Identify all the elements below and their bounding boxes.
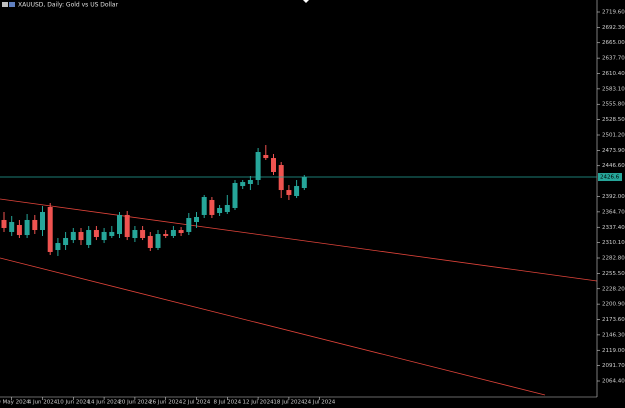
y-tick-label: 2310.10 — [602, 240, 625, 246]
y-tick-label: 2146.30 — [602, 332, 625, 338]
x-tick-label: 4 Jun 2024 — [28, 400, 58, 406]
candle-body — [263, 154, 269, 159]
candle-body — [301, 177, 307, 188]
y-tick-label: 2555.80 — [602, 102, 625, 108]
candle-body — [70, 231, 76, 241]
candle-body — [63, 238, 69, 245]
candle-body — [209, 199, 215, 215]
candle-body — [247, 179, 253, 184]
y-tick-label: 2501.20 — [602, 132, 625, 138]
candle-body — [286, 190, 292, 195]
x-tick-label: 24 Jul 2024 — [304, 400, 336, 406]
candle-body — [40, 211, 45, 231]
candle-body — [109, 231, 115, 236]
y-tick-label: 2692.30 — [602, 25, 625, 31]
candle-body — [240, 182, 246, 187]
candle-body — [155, 234, 161, 248]
x-tick-label: 20 Jun 2024 — [118, 400, 152, 406]
shift-marker — [303, 0, 309, 3]
y-tick-label: 2255.50 — [602, 271, 625, 277]
y-tick-label: 2228.20 — [602, 286, 625, 292]
candle-body — [271, 158, 276, 173]
symbol-icon — [9, 2, 15, 7]
y-tick-label: 2337.40 — [602, 225, 625, 231]
x-tick-label: 8 Jul 2024 — [213, 400, 241, 406]
candle-body — [255, 152, 261, 180]
candle-body — [1, 219, 7, 228]
candle-body — [163, 234, 169, 236]
candle-body — [217, 207, 223, 214]
candle-body — [140, 230, 146, 239]
y-tick-label: 2473.90 — [602, 148, 625, 154]
y-tick-label: 2528.50 — [602, 117, 625, 123]
y-tick-label: 2173.60 — [602, 317, 625, 323]
y-tick-label: 2392.00 — [602, 194, 625, 200]
x-tick-label: 14 Jun 2024 — [88, 400, 122, 406]
y-tick-label: 2446.60 — [602, 163, 625, 169]
current-price-label: 2426.6 — [600, 175, 620, 181]
candle-body — [55, 243, 61, 251]
candle-body — [278, 165, 284, 191]
candle-body — [86, 230, 92, 245]
x-tick-label: 10 Jun 2024 — [57, 400, 91, 406]
symbol-icon — [2, 2, 8, 7]
candle-body — [16, 224, 22, 236]
trend-line — [0, 257, 546, 396]
candle-body — [124, 214, 130, 237]
x-tick-label: 29 May 2024 — [0, 400, 30, 406]
x-tick-label: 26 Jun 2024 — [149, 400, 183, 406]
candle-body — [93, 230, 99, 237]
candle-body — [101, 231, 107, 241]
x-tick-label: 18 Jul 2024 — [273, 400, 305, 406]
candle-body — [132, 230, 138, 239]
current-price-box — [598, 173, 622, 182]
y-tick-label: 2719.60 — [602, 9, 625, 15]
candle-body — [178, 230, 184, 233]
candle-body — [170, 230, 176, 236]
y-tick-label: 2637.70 — [602, 56, 625, 62]
y-tick-label: 2091.70 — [602, 363, 625, 369]
candle-body — [232, 182, 238, 208]
candle-body — [194, 217, 199, 223]
chart-title: XAUUSD, Daily: Gold vs US Dollar — [18, 2, 119, 9]
candle-body — [294, 186, 300, 196]
candle-body — [9, 222, 15, 232]
candle-body — [47, 206, 53, 252]
y-tick-label: 2364.70 — [602, 209, 625, 215]
y-tick-label: 2583.10 — [602, 86, 625, 92]
x-tick-label: 12 Jul 2024 — [243, 400, 275, 406]
candle-body — [78, 231, 84, 241]
candle-body — [117, 214, 122, 235]
y-tick-label: 2200.90 — [602, 302, 625, 308]
y-tick-label: 2610.40 — [602, 71, 625, 77]
candle-body — [32, 219, 38, 231]
y-tick-label: 2282.80 — [602, 256, 625, 262]
candle-body — [186, 218, 192, 232]
y-tick-label: 2064.40 — [602, 379, 625, 385]
y-tick-label: 2119.00 — [602, 348, 625, 354]
x-tick-label: 2 Jul 2024 — [183, 400, 211, 406]
candle-body — [201, 197, 207, 215]
y-tick-label: 2665.00 — [602, 40, 625, 46]
candle-body — [147, 235, 153, 248]
candle-body — [224, 205, 230, 212]
candle-body — [24, 219, 30, 236]
trend-line — [0, 198, 598, 282]
